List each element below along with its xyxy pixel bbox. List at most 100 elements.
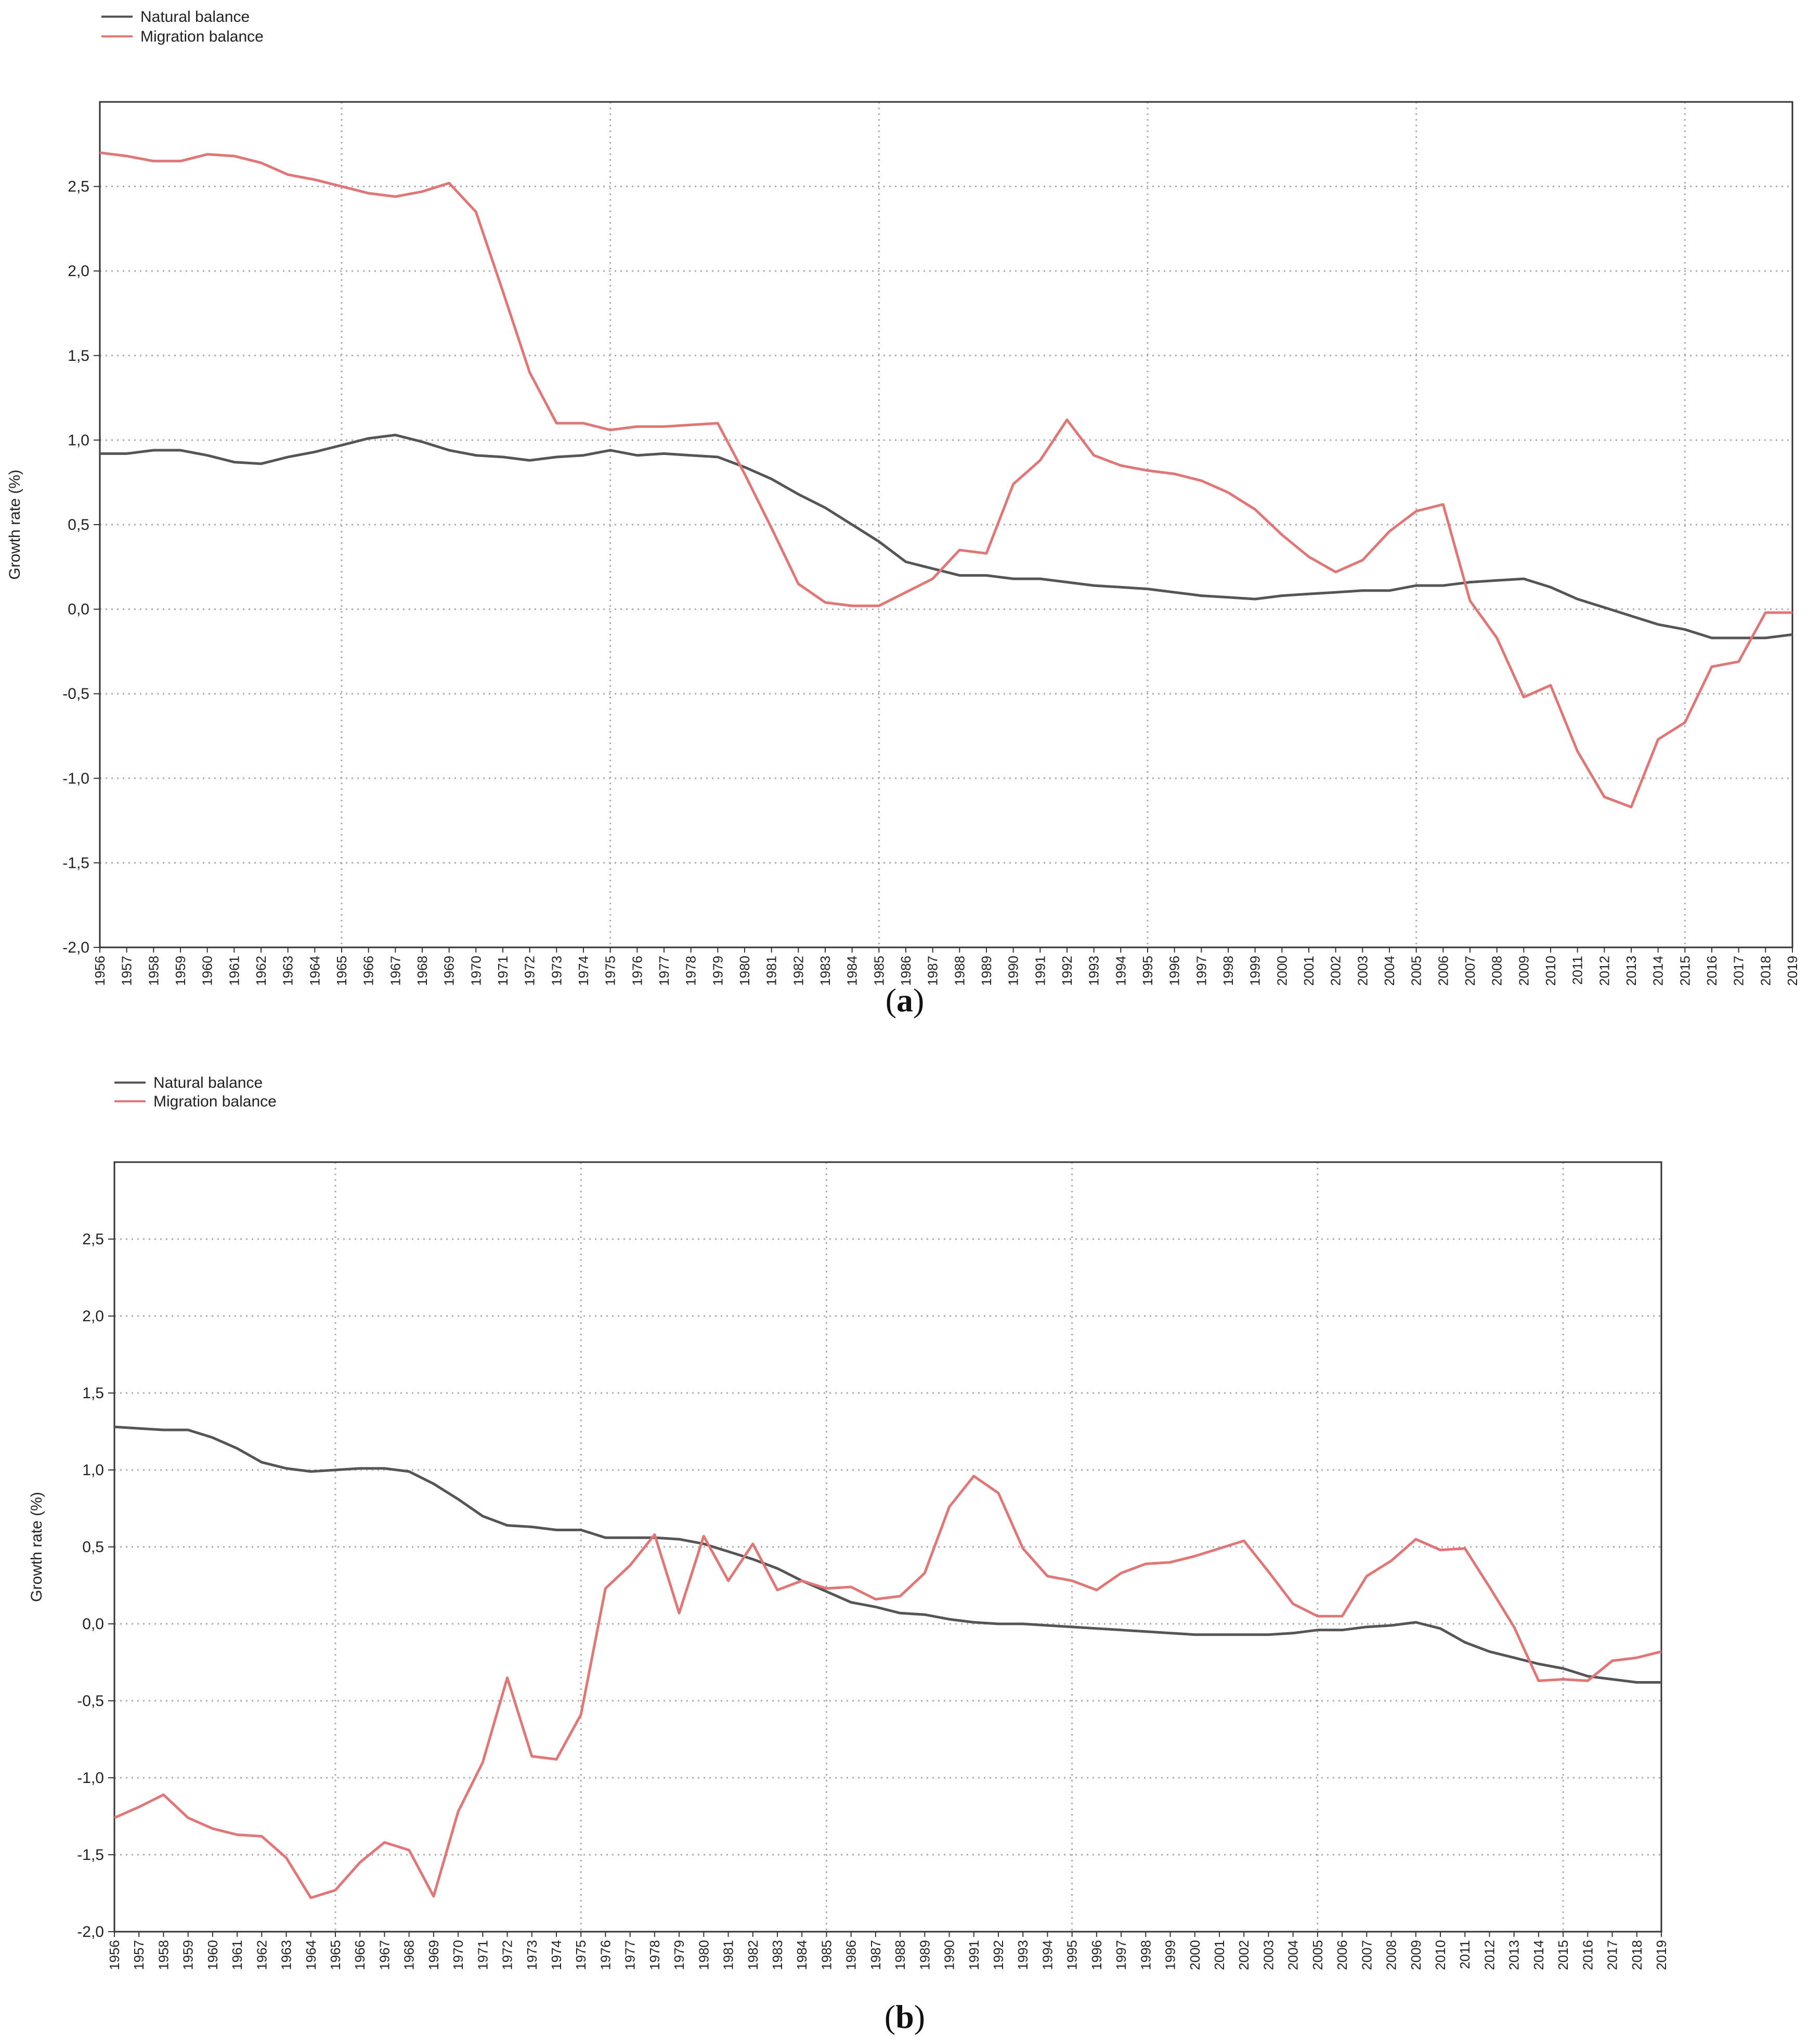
y-tick-label: 2,0 — [68, 263, 89, 280]
x-tick-label: 2013 — [1623, 956, 1639, 986]
plot-frame — [113, 1161, 1662, 1933]
x-tick-label: 1981 — [721, 1940, 736, 1970]
x-tick-label: 2016 — [1580, 1940, 1595, 1970]
x-tick-label: 1996 — [1167, 956, 1182, 986]
x-tick-label: 1989 — [917, 1940, 932, 1970]
y-tick-label: 1,5 — [82, 1385, 104, 1402]
x-tick-label: 2009 — [1516, 956, 1531, 986]
chart-panel-b: Natural balance Migration balance -2,0 -1,5… — [0, 1061, 1808, 2044]
x-tick-label: 2006 — [1334, 1940, 1350, 1970]
x-tick-label: 1999 — [1163, 1940, 1178, 1970]
x-tick-label: 1985 — [871, 956, 887, 986]
x-tick-label: 1969 — [441, 956, 457, 986]
x-tick-label: 1977 — [622, 1940, 638, 1970]
x-tick-label: 1999 — [1247, 956, 1263, 986]
x-tick-label: 1963 — [280, 956, 296, 986]
x-tick-label: 1972 — [500, 1940, 515, 1970]
x-tick-label: 1980 — [737, 956, 752, 986]
x-tick-label: 2002 — [1236, 1940, 1252, 1970]
x-tick-label: 1987 — [868, 1940, 883, 1970]
y-tick-label: 2,0 — [82, 1308, 104, 1325]
x-tick-label: 1967 — [376, 1940, 392, 1970]
x-tick-label: 1979 — [671, 1940, 687, 1970]
x-tick-label: 1957 — [131, 1940, 147, 1970]
y-tick-label: -0,5 — [77, 1693, 104, 1710]
x-tick-label: 2012 — [1481, 1940, 1497, 1970]
x-tick-label: 1964 — [303, 1940, 319, 1970]
x-tick-label: 1985 — [818, 1940, 834, 1970]
x-tick-label: 1983 — [817, 956, 833, 986]
chart-a: Natural balance Migration balance -2,0 -1,5… — [6, 8, 1800, 1019]
x-tick-label: 1991 — [966, 1940, 982, 1970]
y-tick-label: -1,0 — [77, 1769, 104, 1787]
legend-label-natural: Natural balance — [140, 8, 250, 25]
x-tick-label: 1962 — [254, 1940, 269, 1970]
x-tick-label: 1982 — [790, 956, 806, 986]
x-tick-label: 2005 — [1310, 1940, 1325, 1970]
x-tick-label: 1964 — [307, 956, 322, 986]
x-tick-label: 1989 — [979, 956, 994, 986]
x-tick-label: 1975 — [603, 956, 618, 986]
y-tick-label: 1,0 — [68, 432, 89, 449]
y-tick-label: 2,5 — [82, 1231, 104, 1248]
x-tick-label: 1990 — [1006, 956, 1021, 986]
x-tick-label: 2007 — [1462, 956, 1478, 986]
x-tick-label: 1998 — [1138, 1940, 1153, 1970]
x-tick-label: 1992 — [1059, 956, 1075, 986]
x-tick-label: 2019 — [1654, 1940, 1669, 1970]
series-line-migration-balance — [113, 1475, 1662, 1899]
x-tick-label: 1968 — [401, 1940, 417, 1970]
y-tick-label: -2,0 — [62, 939, 89, 956]
x-tick-label: 1996 — [1089, 1940, 1104, 1970]
x-tick-label: 1988 — [892, 1940, 908, 1970]
x-tick-label: 1995 — [1140, 956, 1155, 986]
x-tick-label: 2001 — [1301, 956, 1317, 986]
x-tick-label: 2018 — [1629, 1940, 1645, 1970]
x-tick-label: 1974 — [576, 956, 591, 986]
plot-frame — [99, 101, 1793, 948]
x-tick-label: 1994 — [1039, 1940, 1055, 1970]
x-tick-label: 1970 — [450, 1940, 466, 1970]
x-tick-label: 1982 — [745, 1940, 761, 1970]
y-axis-label: Growth rate (%) — [6, 470, 23, 580]
x-tick-label: 1959 — [173, 956, 188, 986]
x-tick-label: 1994 — [1113, 956, 1128, 986]
x-tick-label: 2014 — [1531, 1940, 1546, 1970]
x-tick-label: 1965 — [334, 956, 349, 986]
x-tick-label: 1956 — [107, 1940, 122, 1970]
x-tick-label: 1980 — [696, 1940, 711, 1970]
x-tick-label: 2011 — [1457, 1940, 1473, 1969]
x-tick-label: 1961 — [229, 1940, 245, 1970]
x-tick-label: 2017 — [1605, 1940, 1620, 1970]
x-tick-label: 2009 — [1408, 1940, 1424, 1970]
series-line-natural-balance — [100, 434, 1793, 640]
x-tick-label: 1976 — [597, 1940, 613, 1970]
x-tick-label: 1970 — [468, 956, 484, 986]
x-tick-label: 1978 — [683, 956, 699, 986]
x-tick-label: 2010 — [1433, 1940, 1448, 1970]
y-tick-label: 0,5 — [68, 516, 89, 533]
series-line-natural-balance — [114, 1425, 1661, 1684]
y-tick-label: 0,5 — [82, 1539, 104, 1556]
x-tick-label: 1988 — [952, 956, 967, 986]
x-tick-label: 1974 — [549, 1940, 564, 1970]
x-tick-label: 1993 — [1015, 1940, 1031, 1970]
x-tick-label: 1978 — [647, 1940, 662, 1970]
x-tick-label: 1968 — [414, 956, 430, 986]
panel-caption: (a) — [886, 982, 925, 1019]
x-tick-label: 2018 — [1758, 956, 1773, 986]
y-tick-label: -0,5 — [62, 685, 89, 702]
x-tick-label: 2015 — [1677, 956, 1693, 986]
x-tick-label: 1973 — [549, 956, 564, 986]
x-tick-label: 2007 — [1359, 1940, 1374, 1970]
x-tick-label: 2010 — [1543, 956, 1558, 986]
x-tick-label: 2016 — [1704, 956, 1720, 986]
y-tick-label: 2,5 — [68, 178, 89, 196]
y-axis-label: Growth rate (%) — [28, 1492, 45, 1602]
x-tick-label: 1958 — [146, 956, 161, 986]
x-tick-label: 1960 — [200, 956, 215, 986]
x-tick-label: 1957 — [119, 956, 135, 986]
x-tick-label: 1971 — [495, 956, 511, 986]
x-tick-label: 2014 — [1650, 956, 1666, 986]
x-tick-label: 1961 — [226, 956, 242, 986]
